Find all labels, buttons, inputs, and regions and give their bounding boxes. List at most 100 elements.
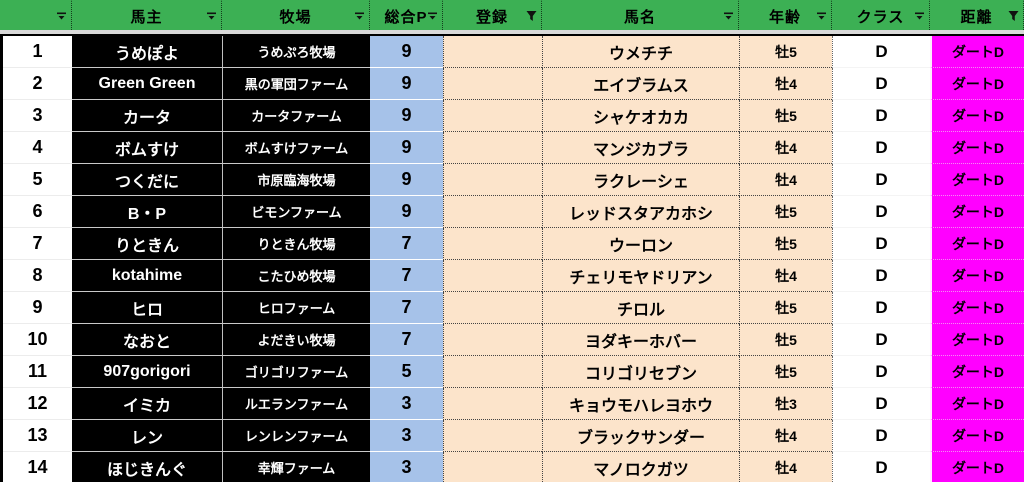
cell-total-points[interactable]: 7: [370, 292, 443, 324]
cell-distance[interactable]: ダートD: [930, 228, 1024, 260]
cell-horse-name[interactable]: コリゴリセブン: [542, 356, 739, 388]
cell-registration[interactable]: [443, 132, 542, 164]
cell-farm[interactable]: こたひめ牧場: [222, 260, 370, 292]
cell-horse-name[interactable]: チェリモヤドリアン: [542, 260, 739, 292]
cell-farm[interactable]: ゴリゴリファーム: [222, 356, 370, 388]
cell-farm[interactable]: ボムすけファーム: [222, 132, 370, 164]
cell-row-number[interactable]: 9: [3, 292, 72, 324]
cell-registration[interactable]: [443, 164, 542, 196]
cell-horse-name[interactable]: シャケオカカ: [542, 100, 739, 132]
cell-class[interactable]: D: [832, 68, 930, 100]
cell-age[interactable]: 牡5: [739, 356, 832, 388]
cell-row-number[interactable]: 13: [3, 420, 72, 452]
column-header-horse_name[interactable]: 馬名: [542, 0, 739, 30]
cell-class[interactable]: D: [832, 324, 930, 356]
cell-class[interactable]: D: [832, 452, 930, 482]
cell-class[interactable]: D: [832, 388, 930, 420]
cell-row-number[interactable]: 7: [3, 228, 72, 260]
cell-age[interactable]: 牡5: [739, 292, 832, 324]
column-header-registration[interactable]: 登録: [443, 0, 542, 30]
column-header-owner[interactable]: 馬主: [72, 0, 222, 30]
cell-total-points[interactable]: 9: [370, 164, 443, 196]
cell-total-points[interactable]: 3: [370, 420, 443, 452]
cell-distance[interactable]: ダートD: [930, 132, 1024, 164]
cell-total-points[interactable]: 9: [370, 68, 443, 100]
cell-horse-name[interactable]: チロル: [542, 292, 739, 324]
cell-horse-name[interactable]: キョウモハレヨホウ: [542, 388, 739, 420]
filter-dropdown-icon[interactable]: [55, 10, 68, 23]
cell-total-points[interactable]: 9: [370, 196, 443, 228]
cell-row-number[interactable]: 11: [3, 356, 72, 388]
cell-row-number[interactable]: 8: [3, 260, 72, 292]
cell-owner[interactable]: ヒロ: [72, 292, 222, 324]
cell-owner[interactable]: カータ: [72, 100, 222, 132]
cell-registration[interactable]: [443, 420, 542, 452]
cell-distance[interactable]: ダートD: [930, 324, 1024, 356]
cell-row-number[interactable]: 5: [3, 164, 72, 196]
cell-class[interactable]: D: [832, 164, 930, 196]
filter-funnel-icon[interactable]: [525, 10, 538, 23]
cell-owner[interactable]: B・P: [72, 196, 222, 228]
cell-row-number[interactable]: 3: [3, 100, 72, 132]
cell-registration[interactable]: [443, 260, 542, 292]
cell-class[interactable]: D: [832, 36, 930, 68]
cell-registration[interactable]: [443, 324, 542, 356]
cell-registration[interactable]: [443, 356, 542, 388]
cell-farm[interactable]: カータファーム: [222, 100, 370, 132]
cell-age[interactable]: 牡5: [739, 100, 832, 132]
cell-horse-name[interactable]: ウメチチ: [542, 36, 739, 68]
cell-total-points[interactable]: 3: [370, 452, 443, 482]
cell-farm[interactable]: うめぷろ牧場: [222, 36, 370, 68]
cell-farm[interactable]: レンレンファーム: [222, 420, 370, 452]
column-header-farm[interactable]: 牧場: [222, 0, 370, 30]
cell-owner[interactable]: りときん: [72, 228, 222, 260]
cell-horse-name[interactable]: ヨダキーホバー: [542, 324, 739, 356]
cell-total-points[interactable]: 9: [370, 132, 443, 164]
cell-owner[interactable]: うめぽよ: [72, 36, 222, 68]
cell-owner[interactable]: レン: [72, 420, 222, 452]
cell-total-points[interactable]: 7: [370, 228, 443, 260]
cell-row-number[interactable]: 6: [3, 196, 72, 228]
cell-owner[interactable]: 907gorigori: [72, 356, 222, 388]
column-header-class[interactable]: クラス: [832, 0, 930, 30]
cell-age[interactable]: 牡3: [739, 388, 832, 420]
cell-owner[interactable]: なおと: [72, 324, 222, 356]
cell-age[interactable]: 牡4: [739, 132, 832, 164]
cell-class[interactable]: D: [832, 228, 930, 260]
cell-farm[interactable]: 市原臨海牧場: [222, 164, 370, 196]
cell-age[interactable]: 牡4: [739, 260, 832, 292]
cell-horse-name[interactable]: マンジカブラ: [542, 132, 739, 164]
cell-registration[interactable]: [443, 292, 542, 324]
cell-farm[interactable]: よだきい牧場: [222, 324, 370, 356]
cell-age[interactable]: 牡4: [739, 420, 832, 452]
cell-row-number[interactable]: 10: [3, 324, 72, 356]
cell-total-points[interactable]: 9: [370, 36, 443, 68]
cell-age[interactable]: 牡4: [739, 164, 832, 196]
cell-row-number[interactable]: 1: [3, 36, 72, 68]
cell-farm[interactable]: 幸輝ファーム: [222, 452, 370, 482]
cell-total-points[interactable]: 7: [370, 324, 443, 356]
cell-registration[interactable]: [443, 68, 542, 100]
cell-age[interactable]: 牡4: [739, 452, 832, 482]
cell-distance[interactable]: ダートD: [930, 164, 1024, 196]
cell-total-points[interactable]: 3: [370, 388, 443, 420]
cell-total-points[interactable]: 5: [370, 356, 443, 388]
column-header-total_points[interactable]: 総合P: [370, 0, 443, 30]
cell-age[interactable]: 牡5: [739, 36, 832, 68]
cell-horse-name[interactable]: ブラックサンダー: [542, 420, 739, 452]
cell-distance[interactable]: ダートD: [930, 260, 1024, 292]
cell-registration[interactable]: [443, 36, 542, 68]
cell-class[interactable]: D: [832, 196, 930, 228]
cell-registration[interactable]: [443, 196, 542, 228]
cell-distance[interactable]: ダートD: [930, 452, 1024, 482]
filter-dropdown-icon[interactable]: [722, 10, 735, 23]
cell-distance[interactable]: ダートD: [930, 68, 1024, 100]
cell-class[interactable]: D: [832, 356, 930, 388]
cell-farm[interactable]: ルエランファーム: [222, 388, 370, 420]
cell-distance[interactable]: ダートD: [930, 388, 1024, 420]
cell-total-points[interactable]: 7: [370, 260, 443, 292]
cell-owner[interactable]: ボムすけ: [72, 132, 222, 164]
cell-horse-name[interactable]: ウーロン: [542, 228, 739, 260]
cell-class[interactable]: D: [832, 420, 930, 452]
cell-farm[interactable]: ビモンファーム: [222, 196, 370, 228]
